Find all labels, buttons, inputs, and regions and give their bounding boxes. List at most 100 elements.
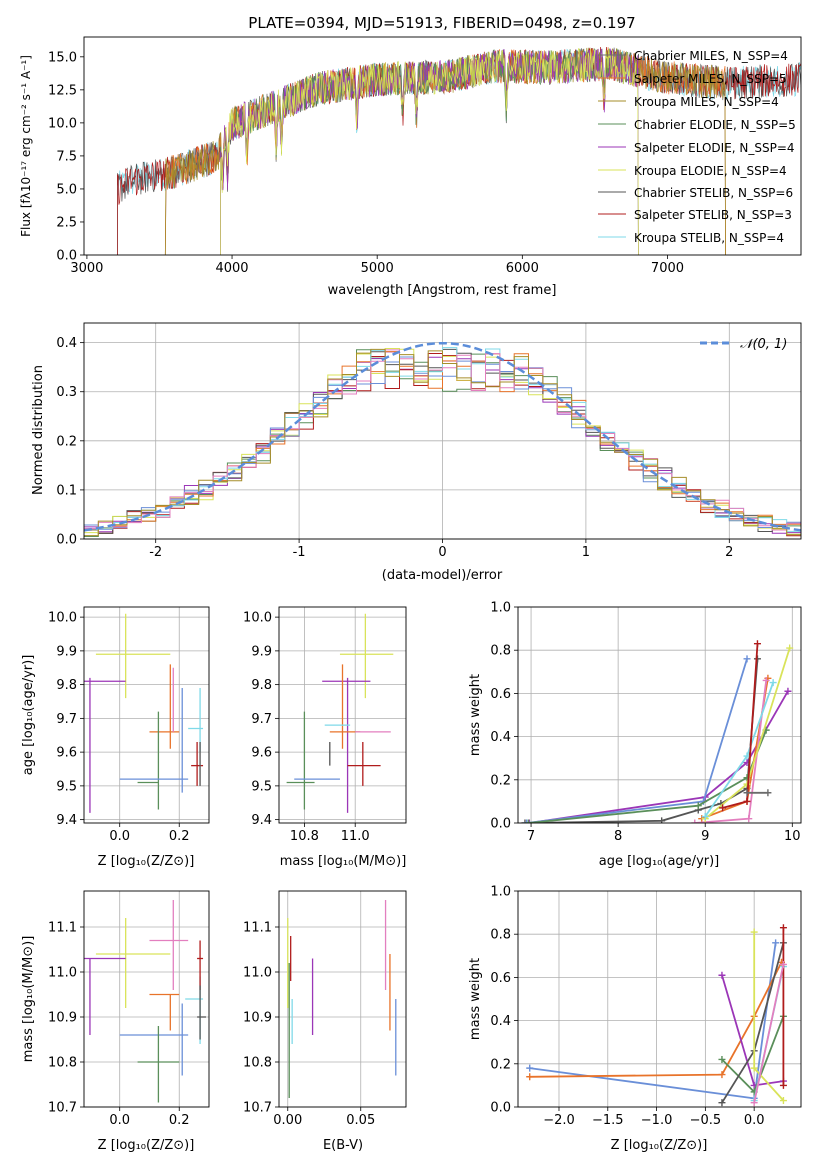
y-tick-label: 9.7 — [56, 712, 77, 727]
residuals-legend: 𝒩(0, 1) — [700, 337, 787, 352]
error-bar-point — [322, 677, 371, 813]
y-tick-label: 10.9 — [243, 1011, 272, 1026]
mass-weight-marker — [743, 789, 751, 797]
mass-weight-marker — [524, 819, 532, 823]
legend-entry: Chabrier MILES, N_SSP=4 — [598, 49, 788, 63]
error-bar-point — [197, 985, 207, 1040]
legend-label: Salpeter STELIB, N_SSP=3 — [634, 208, 792, 222]
legend-entry: Kroupa MILES, N_SSP=4 — [598, 95, 779, 109]
mass-weight-marker — [779, 960, 787, 968]
mass-weight-line — [753, 964, 785, 1103]
mass-z-panel: 0.0 0.2 10.7 10.8 10.9 11.0 11.1 Z [log₁₀(Z/Z⊙… — [21, 890, 210, 1153]
age-mass-panel: 10.8 11.0 9.4 9.5 9.6 9.7 9.8 9.9 10.0 mass [log… — [243, 606, 407, 869]
weight-z-plot-area: −2.0 −1.5 −1.0 −0.5 0.0 0.0 0.2 0.4 0.6 0.8 1.0 — [490, 885, 802, 1128]
legend-entry: Kroupa ELODIE, N_SSP=4 — [598, 164, 787, 178]
y-tick-label: 9.6 — [56, 746, 77, 761]
axes-frame — [517, 890, 802, 1108]
error-bar-point — [347, 742, 381, 786]
legend-entry: Chabrier ELODIE, N_SSP=5 — [598, 118, 796, 132]
weight-age-ylabel: mass weight — [468, 674, 483, 756]
y-tick-label: 9.6 — [251, 746, 272, 761]
mass-weight-marker — [779, 924, 787, 932]
error-bar-point — [137, 711, 160, 810]
mass-weight-line — [529, 961, 783, 1078]
x-tick-label: -2 — [149, 545, 162, 560]
legend-entry: Salpeter MILES, N_SSP=5 — [598, 72, 787, 86]
mass-weight-marker — [743, 797, 751, 805]
legend-entry: Chabrier STELIB, N_SSP=6 — [598, 186, 793, 200]
age-z-ylabel: age [log₁₀(age/yr)] — [21, 655, 36, 776]
x-tick-label: -1 — [293, 545, 306, 560]
x-tick-label: 10.8 — [290, 829, 319, 844]
x-tick-label: 0.0 — [109, 1113, 130, 1128]
age-z-plot-area: 0.0 0.2 9.4 9.5 9.6 9.7 9.8 9.9 10.0 — [48, 606, 210, 844]
mass-weight-marker — [769, 679, 777, 687]
mass-ebv-plot-area: 0.00 0.05 10.7 10.8 10.9 11.0 11.1 — [243, 890, 407, 1128]
x-tick-label: 6000 — [506, 261, 539, 276]
y-tick-label: 0.8 — [490, 928, 511, 943]
legend-entry: Salpeter STELIB, N_SSP=3 — [598, 208, 792, 222]
y-tick-label: 9.5 — [251, 779, 272, 794]
y-tick-label: 10.7 — [243, 1101, 272, 1116]
x-tick-label: 0.05 — [346, 1113, 375, 1128]
spectrum-xlabel: wavelength [Angstrom, rest frame] — [328, 283, 557, 298]
spectrum-ylabel: Flux [fλ10⁻¹⁷ erg cm⁻² s⁻¹ A⁻¹] — [19, 55, 33, 237]
mass-weight-marker — [743, 655, 751, 663]
mass-weight-marker — [779, 1097, 787, 1105]
x-tick-label: 0.2 — [169, 829, 190, 844]
x-tick-label: 3000 — [70, 261, 103, 276]
y-tick-label: 10.0 — [243, 611, 272, 626]
mass-weight-marker — [526, 1073, 534, 1081]
axes-frame — [278, 606, 407, 824]
mass-weight-marker — [772, 939, 780, 947]
error-bar-point — [197, 940, 204, 990]
y-tick-label: 1.0 — [490, 885, 511, 900]
mass-weight-marker — [526, 1064, 534, 1072]
mass-weight-line — [529, 690, 789, 823]
y-tick-label: 0.6 — [490, 971, 511, 986]
normal-curve-line — [84, 341, 801, 532]
spectrum-series-line — [220, 48, 639, 255]
mass-weight-marker — [719, 804, 727, 812]
mass-weight-marker — [718, 971, 726, 979]
legend-label: 𝒩(0, 1) — [740, 337, 787, 352]
spectrum-legend: Chabrier MILES, N_SSP=4 Salpeter MILES, … — [598, 49, 796, 245]
mass-weight-marker — [521, 819, 529, 823]
x-tick-label: 5000 — [361, 261, 394, 276]
y-tick-label: 2.5 — [56, 215, 77, 230]
legend-label: Chabrier STELIB, N_SSP=6 — [634, 186, 793, 200]
error-bar-point — [286, 711, 315, 810]
axes-frame — [517, 606, 802, 824]
error-bar-point — [84, 957, 126, 1035]
y-tick-label: 9.4 — [56, 813, 77, 828]
mass-z-plot-area: 0.0 0.2 10.7 10.8 10.9 11.0 11.1 — [48, 890, 210, 1128]
y-tick-label: 12.5 — [48, 83, 77, 98]
x-tick-label: −1.5 — [592, 1113, 624, 1128]
x-tick-label: 11.0 — [341, 829, 370, 844]
legend-label: Salpeter ELODIE, N_SSP=4 — [634, 141, 795, 155]
y-tick-label: 11.0 — [243, 966, 272, 981]
legend-label: Chabrier ELODIE, N_SSP=5 — [634, 118, 796, 132]
weight-z-xlabel: Z [log₁₀(Z/Z⊙)] — [611, 1138, 708, 1153]
y-tick-label: 0.1 — [56, 483, 77, 498]
x-tick-label: −1.0 — [641, 1113, 673, 1128]
error-bar-point — [149, 900, 189, 990]
legend-label: Kroupa ELODIE, N_SSP=4 — [634, 164, 787, 178]
y-tick-label: 0.0 — [490, 1101, 511, 1116]
y-tick-label: 0.6 — [490, 687, 511, 702]
y-tick-label: 9.4 — [251, 813, 272, 828]
histogram-step-line — [84, 348, 801, 537]
y-tick-label: 0.0 — [56, 249, 77, 264]
mass-weight-marker — [764, 789, 772, 797]
spectrum-panel: PLATE=0394, MJD=51913, FIBERID=0498, z=0… — [19, 14, 802, 298]
axes-frame — [83, 36, 802, 256]
legend-entry: Kroupa STELIB, N_SSP=4 — [598, 231, 784, 245]
x-tick-label: −2.0 — [543, 1113, 575, 1128]
x-tick-label: 0 — [438, 545, 446, 560]
y-tick-label: 0.4 — [56, 336, 77, 351]
error-bar-point — [149, 993, 180, 1031]
y-tick-label: 9.7 — [251, 712, 272, 727]
mass-weight-marker — [786, 644, 794, 652]
y-tick-label: 10.0 — [48, 116, 77, 131]
mass-weight-marker — [694, 802, 702, 810]
